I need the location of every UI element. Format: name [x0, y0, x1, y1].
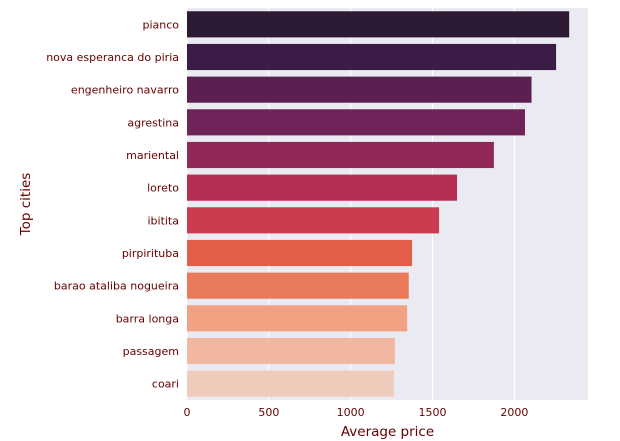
bar	[187, 109, 525, 136]
y-tick-label: agrestina	[127, 116, 179, 129]
y-tick-label: coari	[152, 378, 179, 391]
bar	[187, 141, 494, 169]
bar	[187, 76, 532, 103]
bar	[187, 43, 557, 71]
bar	[187, 272, 409, 299]
x-tick-label: 1500	[419, 406, 447, 419]
bar	[187, 305, 408, 332]
bar	[187, 337, 395, 365]
x-tick-label: 2000	[500, 406, 528, 419]
y-tick-label: pianco	[142, 18, 179, 31]
y-tick-label: loreto	[147, 182, 179, 195]
x-tick-labels: 0 500 1000 1500 2000	[184, 406, 529, 419]
y-tick-label: pirpirituba	[122, 247, 179, 260]
bar	[187, 370, 395, 397]
y-tick-labels: pianco nova esperanca do piria engenheiro …	[46, 18, 179, 390]
bar	[187, 239, 413, 267]
bar	[187, 174, 458, 201]
y-tick-label: engenheiro navarro	[71, 84, 179, 97]
x-tick-label: 0	[184, 406, 191, 419]
y-tick-label: barao ataliba nogueira	[54, 280, 179, 293]
bar	[187, 11, 570, 38]
x-axis-title: Average price	[341, 424, 434, 440]
gridlines	[186, 8, 515, 400]
bars	[187, 11, 570, 397]
y-tick-label: ibitita	[147, 214, 179, 227]
y-tick-label: nova esperanca do piria	[46, 51, 179, 64]
x-tick-label: 500	[258, 406, 279, 419]
y-tick-label: barra longa	[116, 312, 179, 325]
x-tick-label: 1000	[337, 406, 365, 419]
bar	[187, 207, 440, 234]
y-tick-label: passagem	[123, 345, 179, 358]
y-axis-title: Top cities	[18, 173, 34, 237]
plot-area	[187, 8, 588, 400]
y-tick-label: mariental	[126, 149, 179, 162]
